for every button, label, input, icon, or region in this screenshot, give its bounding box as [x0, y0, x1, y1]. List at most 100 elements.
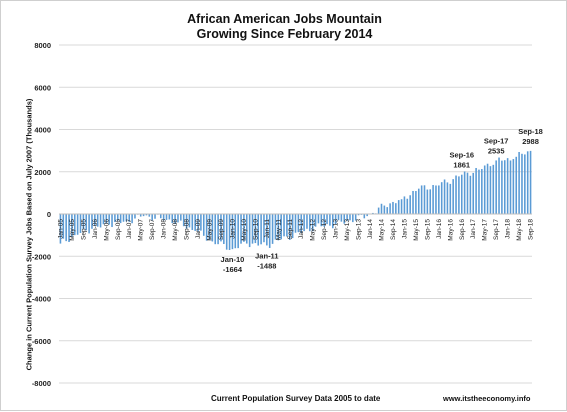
bar	[334, 214, 337, 225]
bar	[300, 214, 303, 234]
bar	[380, 203, 383, 214]
bar	[357, 214, 360, 216]
x-tick-label: Jan-07	[126, 219, 133, 239]
bar	[286, 214, 288, 237]
bar	[191, 214, 194, 230]
x-tick-label: Sep-13	[356, 219, 363, 240]
x-tick-label: May-10	[241, 219, 248, 241]
annotation-value: 2535	[488, 146, 505, 155]
bar	[111, 214, 113, 228]
bar	[68, 214, 70, 242]
bar	[94, 214, 96, 227]
bar	[403, 196, 406, 214]
bar	[314, 214, 317, 227]
y-tick-label: 4000	[34, 126, 51, 135]
bar	[251, 214, 254, 244]
bar	[82, 214, 85, 230]
y-tick-labels: -8000 -6000 -4000 -2000 0 2000 4000 6000 8000	[32, 41, 51, 388]
bar	[486, 163, 489, 214]
x-tick-label: Sep-12	[321, 219, 328, 240]
x-tick-label: Sep-07	[149, 219, 156, 240]
bar	[498, 157, 500, 214]
bar	[85, 214, 88, 231]
bar	[294, 214, 297, 233]
x-tick-label: Jan-06	[92, 219, 99, 239]
bar	[440, 182, 443, 214]
bar	[366, 214, 368, 217]
bar	[217, 214, 219, 245]
bar	[352, 214, 354, 223]
bar	[309, 214, 311, 232]
bar	[145, 214, 148, 216]
bar	[134, 214, 136, 219]
bar	[478, 169, 480, 214]
bar	[194, 214, 196, 231]
bar	[96, 214, 99, 227]
bar	[354, 214, 357, 221]
bar	[142, 214, 145, 217]
bar	[91, 214, 93, 229]
bar	[297, 214, 300, 233]
bar	[512, 159, 515, 214]
bar	[280, 214, 282, 240]
bar	[71, 214, 73, 237]
x-tick-label: Jan-15	[401, 219, 408, 239]
bar	[73, 214, 76, 236]
bar	[501, 160, 503, 214]
bar	[460, 174, 463, 214]
bar	[260, 214, 262, 245]
x-tick-label: Sep-18	[528, 219, 535, 240]
bar	[197, 214, 199, 232]
x-tick-label: Sep-10	[252, 219, 259, 240]
x-tick-label: Jan-17	[470, 219, 477, 239]
bar	[200, 214, 202, 231]
bar	[320, 214, 323, 227]
bar	[383, 205, 386, 214]
bar	[271, 214, 274, 244]
bar	[266, 214, 268, 246]
x-tick-label: Jan-11	[264, 219, 271, 239]
bar	[119, 214, 122, 224]
bar	[392, 201, 394, 214]
bar	[472, 172, 475, 214]
annotation-value: -1664	[223, 265, 243, 274]
bar	[254, 214, 257, 244]
x-tick-label: Jan-09	[195, 219, 202, 239]
x-tick-label: Jan-13	[333, 219, 340, 239]
bar	[211, 214, 214, 242]
bar	[417, 188, 420, 214]
bar	[526, 151, 529, 214]
x-tick-label: Jan-12	[298, 219, 305, 239]
bar	[79, 214, 82, 233]
bar	[122, 214, 125, 222]
x-tick-label: Sep-15	[424, 219, 431, 240]
bar	[429, 189, 432, 214]
x-tick-label: May-17	[482, 219, 489, 241]
bar	[245, 214, 248, 244]
x-tick-label: May-06	[103, 219, 110, 241]
bar	[438, 185, 440, 214]
bar	[452, 179, 454, 214]
x-tick-label: May-05	[69, 219, 76, 241]
y-tick-label: -2000	[32, 252, 51, 261]
bar	[139, 214, 142, 217]
source-credit: www.itstheeconomy.info	[443, 394, 531, 403]
x-tick-label: Jan-16	[436, 219, 443, 239]
annotation-label: Sep-18	[518, 127, 543, 136]
bar	[372, 212, 374, 214]
annotations: Jan-10-1664Jan-11-1488Sep-161861Sep-1725…	[221, 127, 543, 274]
bar	[257, 214, 260, 246]
bar	[337, 214, 340, 221]
x-tick-label: May-18	[516, 219, 523, 241]
bar	[228, 214, 231, 250]
bar	[303, 214, 305, 232]
bar	[475, 167, 477, 214]
bar	[311, 214, 314, 232]
bar	[521, 153, 523, 214]
bar	[432, 185, 434, 214]
x-tick-label: May-11	[275, 219, 282, 241]
bar	[349, 214, 351, 221]
x-tick-label: May-07	[138, 219, 145, 241]
bar	[446, 182, 449, 214]
chart-title: African American Jobs Mountain	[187, 12, 382, 26]
